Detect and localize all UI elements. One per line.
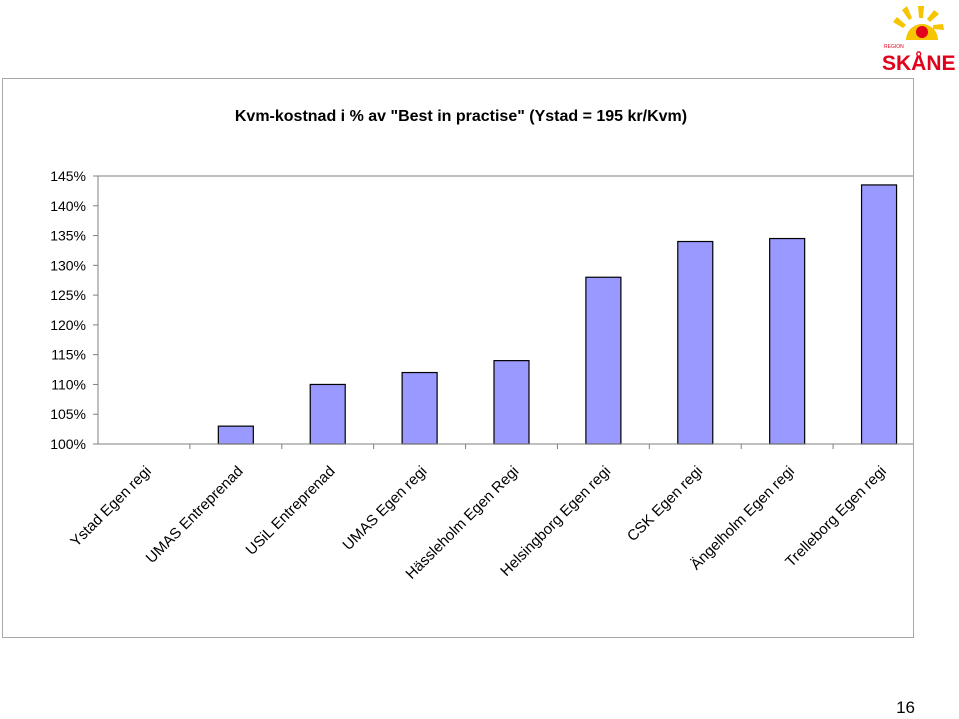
region-skane-logo: REGION SKÅNE: [878, 2, 956, 75]
y-tick-label: 130%: [50, 257, 86, 273]
x-category-label: USiL Entreprenad: [243, 463, 339, 559]
y-axis: 100% 105% 110% 115% 120% 125% 130% 135% 140% 145%: [50, 168, 98, 452]
x-category-label: Ystad Egen regi: [67, 463, 155, 551]
logo-brand-text: SKÅNE: [882, 51, 956, 72]
chart-title: Kvm-kostnad i % av "Best in practise" (Y…: [235, 108, 687, 125]
chart-area: Kvm-kostnad i % av "Best in practise" (Y…: [2, 78, 914, 638]
bar: [401, 371, 438, 445]
x-category-label: UMAS Egen regi: [339, 463, 430, 554]
y-tick-label: 120%: [50, 317, 86, 333]
logo-small-text: REGION: [884, 44, 904, 50]
page-number: 16: [896, 698, 915, 717]
x-category-label: Ängelholm Egen regi: [687, 463, 797, 573]
y-tick-label: 115%: [51, 347, 86, 363]
x-category-label: Trelleborg Egen regi: [782, 463, 890, 571]
y-tick-label: 145%: [50, 168, 86, 184]
bar: [217, 425, 254, 445]
bar-chart: Kvm-kostnad i % av "Best in practise" (Y…: [50, 108, 913, 583]
bar: [769, 237, 806, 445]
y-tick-label: 110%: [51, 376, 86, 392]
y-tick-label: 105%: [50, 406, 86, 422]
y-tick-label: 135%: [50, 228, 86, 244]
bar: [493, 360, 530, 445]
x-category-label: CSK Egen regi: [624, 463, 706, 545]
x-category-label: UMAS Entreprenad: [143, 463, 247, 567]
bar: [860, 184, 898, 445]
bars-group: [217, 184, 898, 445]
y-tick-label: 100%: [50, 436, 86, 452]
sun-icon: [893, 6, 944, 40]
bar: [585, 276, 622, 445]
y-tick-label: 125%: [50, 287, 86, 303]
y-tick-label: 140%: [50, 198, 86, 214]
bar: [309, 383, 346, 445]
bar: [677, 240, 714, 445]
